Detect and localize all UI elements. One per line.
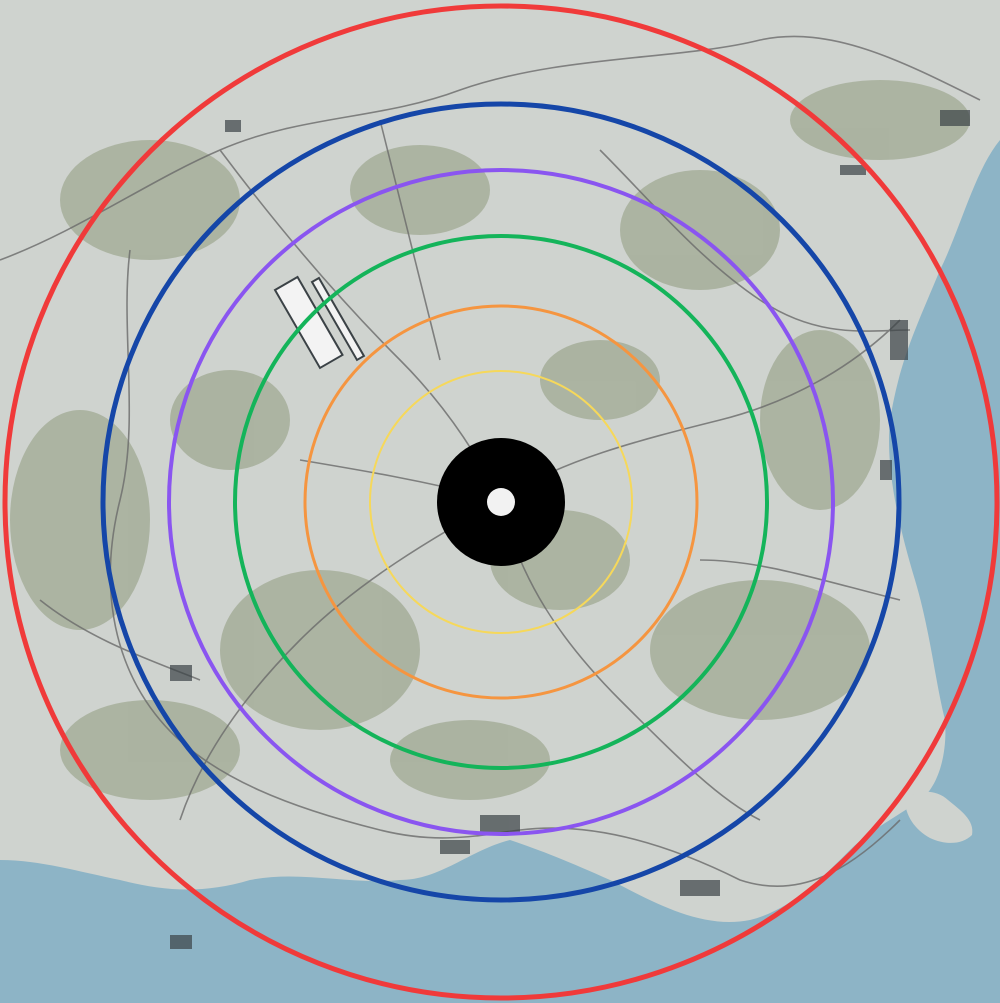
red-ring <box>2 3 1000 1001</box>
yellow-ring <box>369 370 633 634</box>
towns <box>170 110 970 949</box>
range-rings <box>2 3 1000 1001</box>
island <box>905 791 973 843</box>
orange-ring <box>303 304 699 700</box>
green-ring <box>233 234 769 770</box>
purple-ring <box>167 168 835 836</box>
blue-ring <box>100 101 902 903</box>
road-network <box>0 35 981 888</box>
center-marker-hole <box>487 488 515 516</box>
